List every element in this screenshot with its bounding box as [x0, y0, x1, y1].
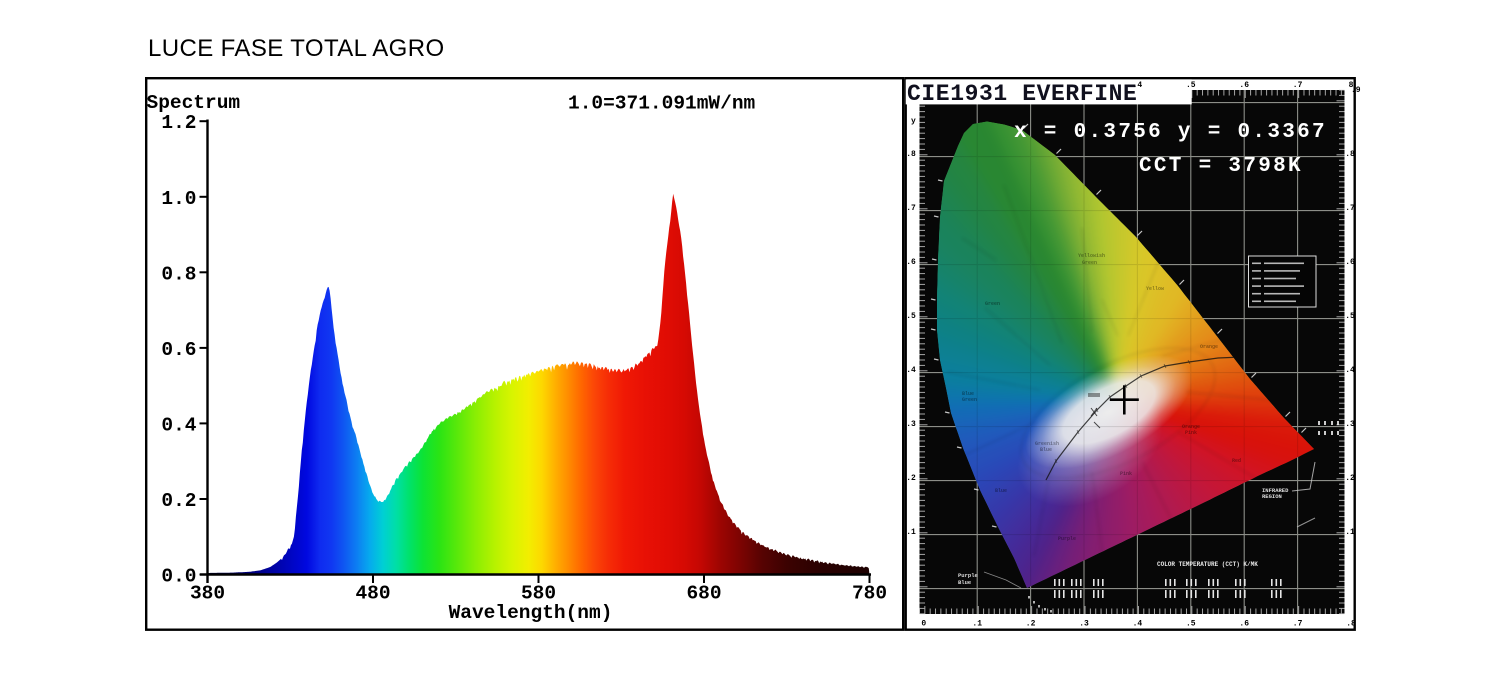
svg-text:Blue: Blue	[958, 579, 972, 586]
svg-text:Orange: Orange	[1200, 344, 1218, 350]
svg-text:Spectrum: Spectrum	[147, 92, 241, 114]
svg-text:.6: .6	[1239, 81, 1249, 90]
svg-text:.8: .8	[1345, 150, 1355, 159]
svg-text:.7: .7	[1293, 81, 1303, 90]
svg-text:COLOR TEMPERATURE (CCT) K/MK: COLOR TEMPERATURE (CCT) K/MK	[1157, 561, 1258, 568]
svg-text:.6: .6	[1239, 620, 1249, 629]
svg-text:.2: .2	[1345, 474, 1355, 483]
svg-text:.8: .8	[906, 150, 916, 159]
svg-text:Green: Green	[985, 301, 1000, 307]
svg-text:CIE1931 EVERFINE: CIE1931 EVERFINE	[907, 81, 1137, 107]
svg-text:y: y	[911, 117, 916, 126]
svg-text:LUCE FASE TOTAL AGRO: LUCE FASE TOTAL AGRO	[148, 35, 445, 62]
svg-text:0.6: 0.6	[161, 339, 196, 361]
svg-text:Green: Green	[1082, 260, 1097, 266]
svg-text:.7: .7	[1345, 204, 1355, 213]
svg-text:Yellow: Yellow	[1146, 286, 1164, 292]
svg-text:Red: Red	[1232, 458, 1241, 464]
svg-text:0.0: 0.0	[161, 566, 196, 588]
svg-text:Purple: Purple	[1058, 536, 1076, 542]
svg-text:.5: .5	[1186, 81, 1196, 90]
svg-text:Blue: Blue	[962, 391, 974, 397]
svg-text:Pink: Pink	[1120, 471, 1132, 477]
svg-text:CCT = 3798K: CCT = 3798K	[1139, 155, 1303, 178]
svg-text:.5: .5	[906, 312, 916, 321]
svg-text:Blue: Blue	[1040, 447, 1052, 453]
svg-text:.8: .8	[1346, 620, 1356, 629]
svg-text:.6: .6	[1345, 258, 1355, 267]
svg-text:.6: .6	[906, 258, 916, 267]
svg-text:.3: .3	[1079, 620, 1089, 629]
svg-text:.5: .5	[1345, 312, 1355, 321]
svg-text:1.0=371.091mW/nm: 1.0=371.091mW/nm	[568, 93, 755, 115]
svg-text:0.8: 0.8	[161, 263, 196, 285]
svg-text:780: 780	[852, 583, 887, 605]
svg-text:0: 0	[921, 620, 926, 629]
svg-text:Greenish: Greenish	[1035, 441, 1059, 447]
svg-text:Orange: Orange	[1182, 424, 1200, 430]
svg-text:Wavelength(nm): Wavelength(nm)	[449, 602, 613, 624]
svg-text:1.2: 1.2	[161, 112, 196, 134]
svg-text:.1: .1	[972, 620, 982, 629]
svg-text:.3: .3	[906, 420, 916, 429]
svg-text:1.0: 1.0	[161, 188, 196, 210]
svg-text:REGION: REGION	[1262, 493, 1282, 500]
svg-text:.2: .2	[1026, 620, 1036, 629]
svg-text:.7: .7	[1293, 620, 1303, 629]
svg-text:580: 580	[521, 583, 556, 605]
svg-text:Pink: Pink	[1185, 430, 1197, 436]
svg-text:.4: .4	[1133, 620, 1143, 629]
svg-text:.1: .1	[906, 528, 916, 537]
svg-text:x = 0.3756 y = 0.3367: x = 0.3756 y = 0.3367	[1014, 121, 1327, 144]
svg-text:480: 480	[355, 583, 390, 605]
svg-text:0.4: 0.4	[161, 414, 196, 436]
svg-text:.1: .1	[1345, 528, 1355, 537]
svg-text:.4: .4	[906, 366, 916, 375]
svg-text:.5: .5	[1186, 620, 1196, 629]
svg-text:Green: Green	[962, 397, 977, 403]
svg-text:.4: .4	[1345, 366, 1355, 375]
svg-text:Yellowish: Yellowish	[1078, 253, 1105, 259]
svg-text:.9: .9	[1351, 86, 1361, 95]
svg-text:380: 380	[190, 583, 225, 605]
svg-text:680: 680	[686, 583, 721, 605]
svg-text:Purple: Purple	[958, 572, 979, 579]
svg-text:INFRARED: INFRARED	[1262, 487, 1289, 494]
svg-text:0.2: 0.2	[161, 490, 196, 512]
svg-text:.7: .7	[906, 204, 916, 213]
svg-text:8: 8	[1349, 81, 1354, 90]
svg-text:.2: .2	[906, 474, 916, 483]
svg-text:.3: .3	[1345, 420, 1355, 429]
svg-text:Blue: Blue	[995, 488, 1007, 494]
svg-text:.4: .4	[1133, 81, 1143, 90]
